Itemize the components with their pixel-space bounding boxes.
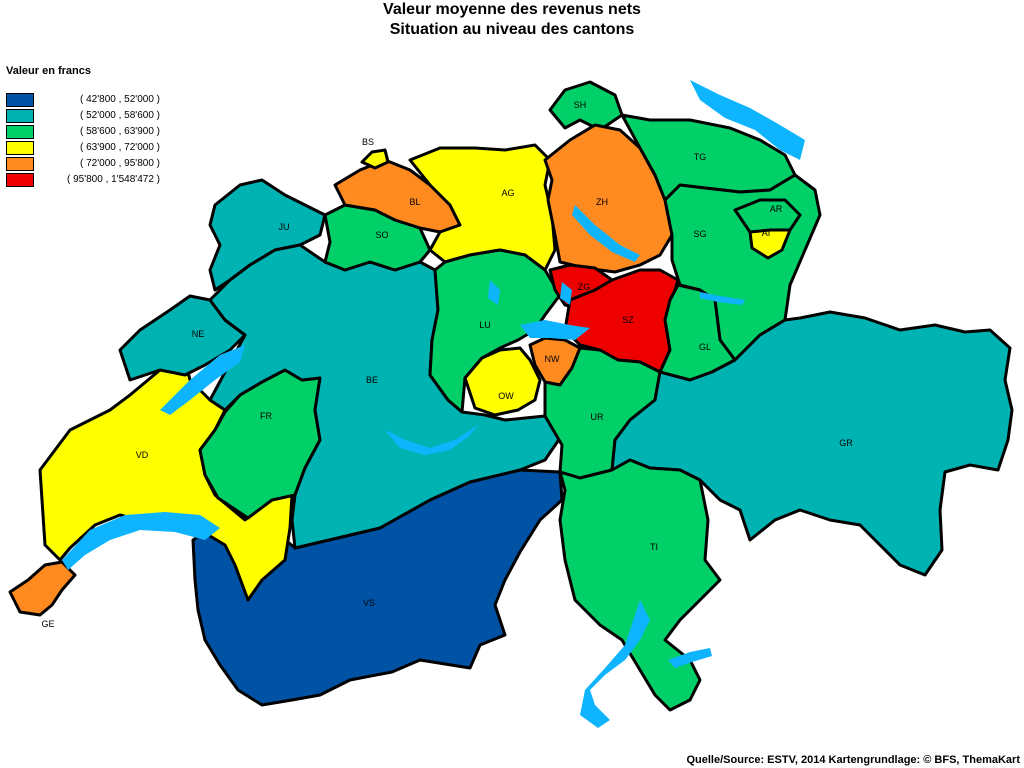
canton-ai (748, 228, 792, 260)
canton-ow (463, 346, 542, 417)
canton-ge (8, 560, 77, 617)
source-credit: Quelle/Source: ESTV, 2014 Kartengrundlag… (686, 754, 1020, 766)
label-gr: GR (839, 438, 853, 448)
label-nw: NW (545, 354, 560, 364)
lakes-layer (62, 80, 805, 728)
label-sz: SZ (622, 315, 634, 325)
legend-swatch (6, 157, 34, 171)
canton-lu (428, 248, 562, 414)
label-ne: NE (192, 329, 205, 339)
lake-neuchatel (160, 345, 245, 415)
legend-label: ( 95'800 , 1'548'472 ) (66, 174, 160, 185)
label-ai: AI (762, 228, 771, 238)
title-line-1: Valeur moyenne des revenus nets (383, 1, 641, 18)
lake-thun-brienz (385, 425, 478, 455)
lake-lucerne (520, 320, 590, 340)
lake-zug (560, 282, 572, 305)
cantons-layer (8, 80, 1014, 712)
lake-zurich (572, 205, 640, 262)
legend-item: ( 52'000 , 58'600 ) (6, 109, 226, 123)
lake-maggiore (580, 600, 650, 728)
legend-item: ( 63'900 , 72'000 ) (6, 141, 226, 155)
legend-title: Valeur en francs (6, 65, 91, 77)
legend-item: ( 42'800 , 52'000 ) (6, 93, 226, 107)
lake-geneva (62, 512, 220, 570)
label-vs: VS (363, 598, 375, 608)
label-ar: AR (770, 204, 783, 214)
label-sh: SH (574, 100, 587, 110)
legend-label: ( 42'800 , 52'000 ) (80, 94, 160, 105)
label-fr: FR (260, 411, 272, 421)
legend-swatch (6, 141, 34, 155)
label-gl: GL (699, 342, 711, 352)
label-zh: ZH (596, 197, 608, 207)
label-ag: AG (501, 188, 514, 198)
legend-label: ( 52'000 , 58'600 ) (80, 110, 160, 121)
label-lu: LU (479, 320, 491, 330)
canton-zh (543, 123, 674, 274)
label-tg: TG (694, 152, 707, 162)
lake-constance (690, 80, 805, 160)
legend-swatch (6, 109, 34, 123)
legend-label: ( 72'000 , 95'800 ) (80, 158, 160, 169)
canton-labels: SH BS TG BL AG ZH AR JU SO SG AI ZG SZ N… (41, 100, 853, 629)
title-line-2: Situation au niveau des cantons (389, 21, 635, 38)
label-so: SO (375, 230, 388, 240)
label-bs: BS (362, 137, 374, 147)
legend-label: ( 63'900 , 72'000 ) (80, 142, 160, 153)
legend-item: ( 72'000 , 95'800 ) (6, 157, 226, 171)
label-zg: ZG (578, 282, 591, 292)
canton-bs (360, 148, 390, 170)
legend-swatch (6, 93, 34, 107)
label-sg: SG (693, 229, 706, 239)
label-ow: OW (498, 391, 514, 401)
lake-lugano (668, 648, 712, 668)
legend-item: ( 58'600 , 63'900 ) (6, 125, 226, 139)
lake-walen (700, 292, 745, 305)
legend-swatch (6, 125, 34, 139)
label-ti: TI (650, 542, 658, 552)
label-ju: JU (279, 222, 290, 232)
label-ur: UR (591, 412, 604, 422)
legend-item: ( 95'800 , 1'548'472 ) (6, 173, 226, 187)
lake-sempach (488, 280, 500, 305)
label-be: BE (366, 375, 378, 385)
label-vd: VD (136, 450, 149, 460)
label-ge: GE (41, 619, 54, 629)
label-bl: BL (409, 197, 420, 207)
legend-swatch (6, 173, 34, 187)
canton-ti (558, 458, 722, 712)
legend-label: ( 58'600 , 63'900 ) (80, 126, 160, 137)
